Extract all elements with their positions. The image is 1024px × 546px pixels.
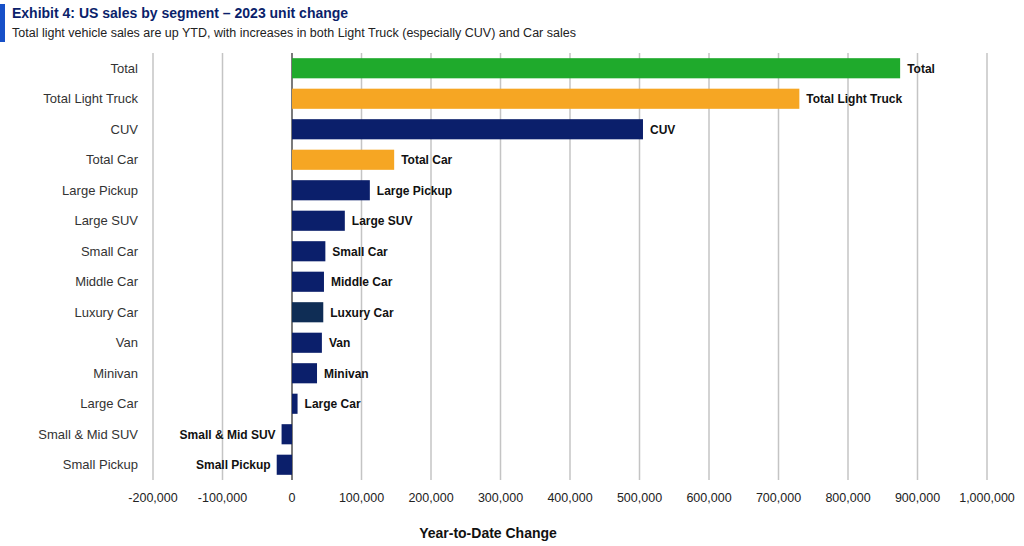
bar-end-label: Small Pickup: [196, 458, 271, 472]
grid: [153, 53, 987, 480]
tick-label: 900,000: [895, 491, 940, 505]
bar: [292, 333, 322, 353]
title: Exhibit 4: US sales by segment – 2023 un…: [12, 5, 348, 21]
tick-label: 600,000: [686, 491, 731, 505]
bar-end-label: Small Car: [332, 245, 388, 259]
category-label: Van: [116, 335, 138, 350]
grid-line: [778, 53, 780, 480]
category-label: Large Car: [80, 396, 138, 411]
axis-title: Year-to-Date Change: [419, 525, 557, 541]
tick-label: -100,000: [198, 491, 247, 505]
category-label: Middle Car: [75, 274, 139, 289]
category-label: Small Car: [81, 244, 139, 259]
bar-end-label: Minivan: [324, 367, 369, 381]
bar-end-label: Large SUV: [352, 214, 413, 228]
chart: Exhibit 4: US sales by segment – 2023 un…: [0, 0, 1024, 546]
axis-line: [153, 480, 987, 481]
bar: [292, 394, 298, 414]
category-label: Total Car: [86, 152, 139, 167]
bars: [277, 58, 900, 475]
bar: [292, 302, 323, 322]
bar-end-label: CUV: [650, 123, 675, 137]
bar: [292, 363, 317, 383]
bar: [277, 455, 292, 475]
title-accent: [0, 4, 5, 42]
grid-line: [500, 53, 502, 480]
bar: [292, 180, 370, 200]
bar-end-label: Large Pickup: [377, 184, 452, 198]
category-label: Luxury Car: [74, 305, 138, 320]
bar-end-label: Luxury Car: [330, 306, 394, 320]
tick-label: 500,000: [617, 491, 662, 505]
tick-label: 700,000: [756, 491, 801, 505]
category-label: Small Pickup: [63, 457, 138, 472]
bar-end-label: Small & Mid SUV: [180, 428, 276, 442]
tick-label: 1,000,000: [959, 491, 1015, 505]
grid-line: [639, 53, 641, 480]
tick-label: 300,000: [478, 491, 523, 505]
bar: [282, 424, 292, 444]
grid-line: [917, 53, 919, 480]
bar: [292, 211, 345, 231]
bar-end-label: Total Car: [401, 153, 452, 167]
grid-line: [361, 53, 363, 480]
grid-line: [708, 53, 710, 480]
tick-label: -200,000: [128, 491, 177, 505]
category-label: Large Pickup: [62, 183, 138, 198]
grid-line: [986, 53, 988, 480]
grid-line: [152, 53, 154, 480]
tick-label: 0: [289, 491, 296, 505]
category-label: Small & Mid SUV: [38, 427, 138, 442]
category-label: Minivan: [93, 366, 138, 381]
bar-end-label: Van: [329, 336, 350, 350]
bar: [292, 89, 799, 109]
category-label: CUV: [111, 122, 139, 137]
bar-end-label: Large Car: [305, 397, 361, 411]
grid-line: [291, 53, 292, 480]
tick-label: 100,000: [339, 491, 384, 505]
grid-line: [569, 53, 571, 480]
bar: [292, 241, 325, 261]
category-label: Large SUV: [74, 213, 138, 228]
bar-end-label: Total Light Truck: [806, 92, 902, 106]
tick-label: 800,000: [825, 491, 870, 505]
grid-line: [847, 53, 849, 480]
category-label: Total Light Truck: [43, 91, 138, 106]
tick-label: 200,000: [408, 491, 453, 505]
grid-line: [430, 53, 432, 480]
bar: [292, 150, 394, 170]
bar: [292, 272, 324, 292]
category-label: Total: [111, 61, 139, 76]
tick-label: 400,000: [547, 491, 592, 505]
bar-end-label: Total: [907, 62, 935, 76]
grid-line: [222, 53, 224, 480]
bar-end-label: Middle Car: [331, 275, 393, 289]
bar: [292, 119, 643, 139]
bar: [292, 58, 900, 78]
subtitle: Total light vehicle sales are up YTD, wi…: [12, 26, 576, 40]
